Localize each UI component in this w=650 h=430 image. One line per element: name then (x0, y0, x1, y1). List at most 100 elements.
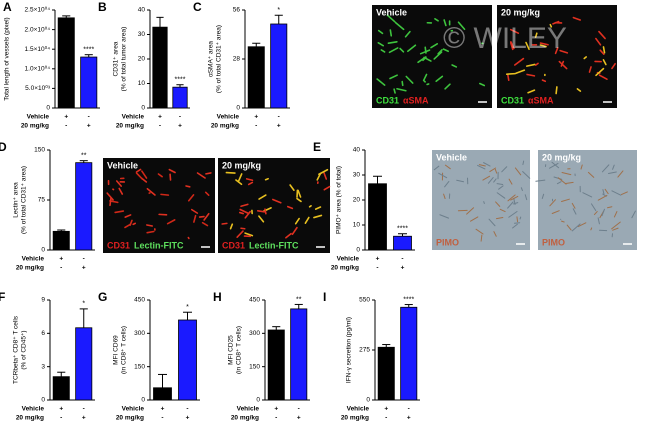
tissue-detail (388, 47, 399, 54)
tissue-detail (501, 166, 508, 173)
significance: * (277, 7, 280, 14)
panel-letter: A (3, 0, 12, 14)
treatment-mark: - (60, 415, 62, 422)
tissue-detail (439, 214, 450, 219)
tissue-detail (435, 75, 444, 83)
tissue-detail (541, 79, 547, 83)
treatment-label: 20 mg/kg (116, 415, 144, 422)
bar (400, 306, 418, 401)
y-tick-label: 10 (138, 80, 146, 87)
tissue-detail (316, 172, 322, 181)
tissue-detail (168, 168, 176, 174)
tissue-detail (535, 179, 546, 182)
tissue-detail (601, 164, 610, 173)
tissue-detail (580, 164, 583, 170)
bar (57, 17, 75, 109)
bar (153, 387, 172, 401)
tissue-detail (588, 66, 592, 73)
treatment-label: Vehicle (347, 406, 370, 413)
tissue-detail (430, 42, 439, 49)
tissue-detail (496, 183, 504, 186)
tissue-detail (604, 188, 609, 195)
bar (368, 183, 387, 251)
tissue-detail (557, 177, 567, 185)
tissue-detail (193, 214, 197, 223)
image-label: Vehicle (107, 160, 138, 170)
tissue-detail (386, 14, 396, 23)
tissue-detail (602, 189, 605, 195)
panel-letter: I (323, 290, 326, 304)
tissue-detail (539, 44, 547, 48)
error-bar (176, 84, 184, 88)
tissue-detail (514, 222, 521, 224)
treatment-mark: + (59, 406, 63, 413)
y-tick-label: 0 (46, 105, 50, 112)
y-tick-label: 150 (134, 363, 145, 370)
error-bar (183, 311, 192, 320)
error-bar (156, 16, 164, 28)
micrograph (372, 5, 492, 108)
tissue-detail (377, 42, 384, 47)
treatment-mark: + (254, 114, 258, 121)
bar (80, 56, 98, 109)
tissue-detail (572, 208, 577, 215)
bar (172, 86, 188, 109)
tissue-detail (516, 216, 519, 223)
micrograph (103, 158, 215, 253)
treatment-label: 20 mg/kg (231, 415, 259, 422)
treatment-mark: - (255, 123, 257, 130)
tissue-detail (229, 223, 234, 230)
tissue-detail (525, 63, 536, 67)
tissue-detail (612, 164, 615, 170)
y-axis-label: Lectin⁺ area (13, 182, 20, 218)
tissue-detail (599, 49, 605, 55)
tissue-detail (514, 57, 525, 66)
tissue-detail (313, 214, 323, 219)
bar (52, 376, 70, 401)
y-tick-label: 20 (353, 197, 361, 204)
y-axis-label: Total length of vessels (pixel) (4, 17, 11, 100)
treatment-mark: + (186, 415, 190, 422)
y-axis-label: (% of CD45⁺) (21, 330, 28, 369)
tissue-detail (496, 192, 506, 199)
tissue-detail (405, 75, 414, 84)
significance: **** (175, 77, 186, 84)
stain-label: PIMO (436, 237, 459, 247)
tissue-detail (424, 46, 427, 54)
bar (377, 346, 395, 401)
tissue-detail (377, 29, 384, 35)
stain-label: αSMA (528, 95, 554, 105)
y-tick-label: 2.0×10⁰⁴ (25, 25, 51, 33)
tissue-detail (514, 167, 522, 176)
y-axis-label: (in CD8⁺ T cells) (121, 326, 128, 374)
tissue-detail (611, 221, 621, 230)
tissue-detail (240, 203, 249, 208)
panel-letter: D (0, 140, 7, 154)
y-tick-label: 300 (134, 330, 145, 337)
treatment-mark: - (179, 114, 181, 121)
tissue-detail (323, 185, 331, 191)
treatment-label: 20 mg/kg (16, 265, 44, 272)
tissue-detail (146, 224, 154, 227)
y-tick-label: 30 (138, 31, 146, 38)
tissue-detail (466, 207, 475, 215)
image-label: 20 mg/kg (542, 152, 581, 162)
tissue-detail (487, 177, 494, 184)
tissue-detail (444, 83, 451, 90)
tissue-detail (451, 64, 458, 68)
tissue-detail (608, 171, 617, 175)
image-label: Vehicle (376, 7, 407, 17)
treatment-label: Vehicle (22, 256, 45, 263)
y-tick-label: 0 (356, 247, 360, 254)
tissue-detail (166, 219, 176, 225)
tissue-detail (239, 208, 250, 215)
tissue-detail (235, 179, 243, 186)
tissue-detail (393, 88, 396, 94)
tissue-detail (510, 41, 515, 50)
tissue-detail (422, 73, 428, 82)
treatment-mark: - (401, 256, 403, 263)
error-bar (57, 229, 66, 232)
y-tick-label: 20 (138, 56, 146, 63)
y-axis-label: PIMO⁺ area (% of total) (336, 166, 343, 234)
panel-letter: F (0, 290, 5, 304)
